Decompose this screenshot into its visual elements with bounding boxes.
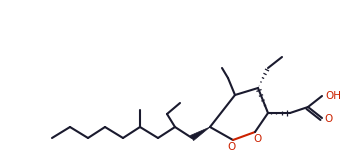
Text: OH: OH: [325, 91, 341, 101]
Text: O: O: [228, 142, 236, 152]
Text: O: O: [324, 114, 332, 124]
Text: O: O: [253, 134, 261, 144]
Polygon shape: [191, 127, 210, 141]
